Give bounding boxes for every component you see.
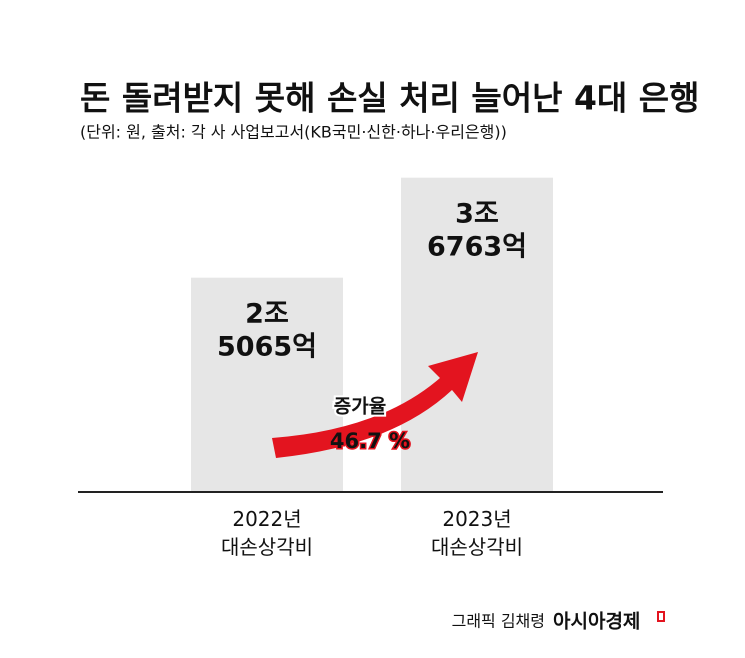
chart-subtitle: (단위: 원, 출처: 각 사 사업보고서(KB국민·신한·하나·우리은행)) (80, 123, 507, 142)
plot: 2조 5065억 2022년 대손상각비 3조 6763억 2023년 대손상각비 (191, 177, 553, 559)
credit: 그래픽 김채령 (452, 612, 545, 631)
value-label: 3조 6763억 (427, 198, 527, 262)
annotation: 증가율 (334, 396, 386, 418)
value-label: 2조 5065억 (217, 298, 317, 362)
brand-mark (657, 611, 665, 622)
increase-arrow (272, 352, 478, 458)
x-tick-label: 2023년 대손상각비 (431, 507, 523, 559)
x-tick-label: 2022년 대손상각비 (221, 507, 313, 559)
brand: 아시아경제 (553, 611, 640, 633)
bar (191, 277, 343, 492)
chart-title: 돈 돌려받지 못해 손실 처리 늘어난 4대 은행 (80, 79, 700, 118)
annotation: 46.7 % (330, 429, 410, 453)
bar (401, 177, 553, 493)
